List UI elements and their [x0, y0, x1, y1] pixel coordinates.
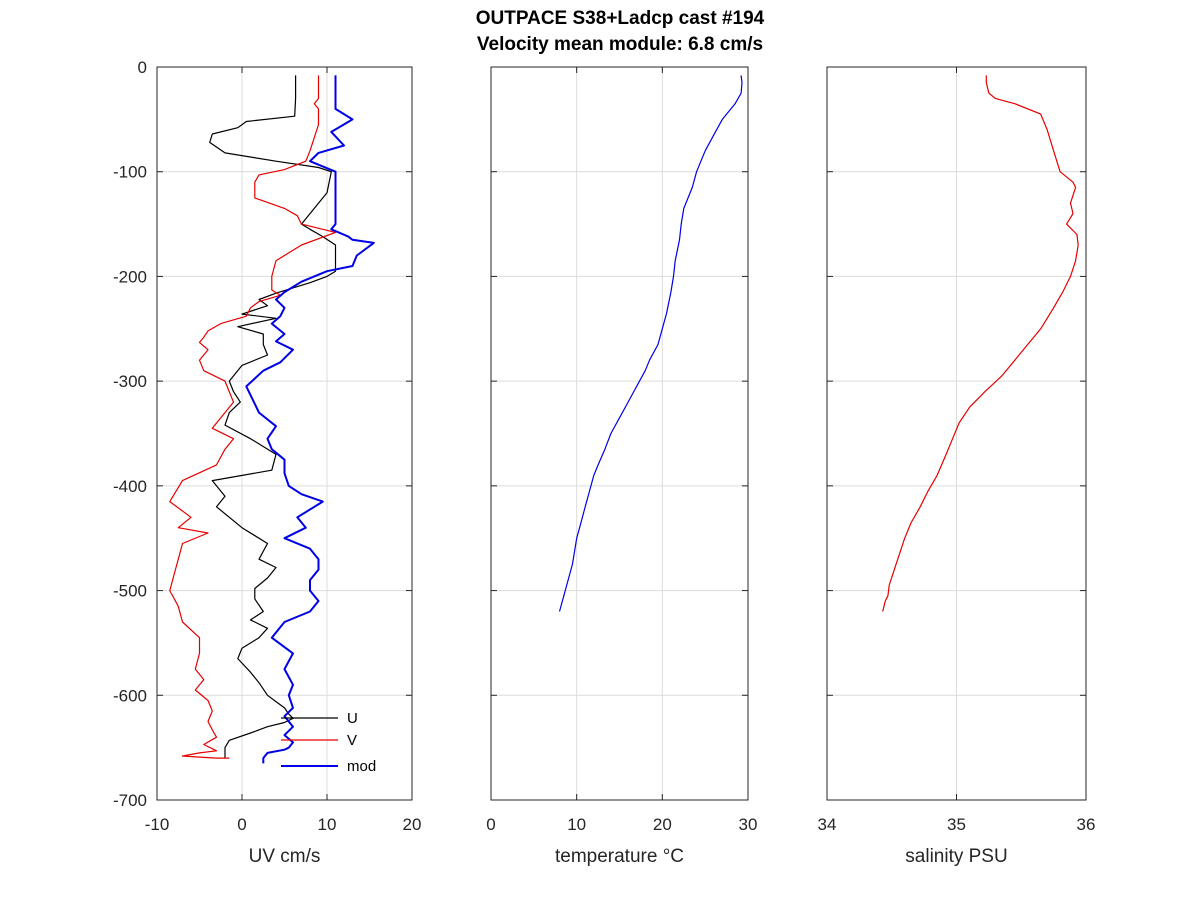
x-axis-label: temperature °C — [555, 846, 684, 867]
x-tick-label: 0 — [486, 815, 495, 834]
chart-title-block: OUTPACE S38+Ladcp cast #194 Velocity mea… — [0, 6, 1200, 58]
chart-title: OUTPACE S38+Ladcp cast #194 — [475, 8, 765, 29]
legend-label-mod: mod — [347, 758, 376, 775]
axes-background — [157, 67, 412, 800]
x-tick-label: 10 — [567, 815, 586, 834]
series-line-mod — [245, 75, 375, 764]
series-line-temp — [558, 75, 743, 612]
y-tick-label: -100 — [113, 163, 147, 182]
series-line-sal — [882, 75, 1079, 612]
y-tick-label: -500 — [113, 582, 147, 601]
x-tick-label: 20 — [653, 815, 672, 834]
panel-sal: 34 35 36 salinity PSU — [818, 66, 1096, 867]
legend-label-V: V — [347, 732, 357, 749]
x-axis-label: salinity PSU — [905, 846, 1007, 867]
x-tick-label: 35 — [947, 815, 966, 834]
x-tick-label: -10 — [145, 815, 170, 834]
y-tick-label: 0 — [138, 58, 147, 77]
panel-temp: 0 10 20 30 temperature °C — [486, 66, 758, 867]
axes-frame — [156, 66, 413, 801]
series-line-U — [209, 75, 337, 759]
y-tick-label: -600 — [113, 686, 147, 705]
y-tick-label: -300 — [113, 372, 147, 391]
y-tick-label: -400 — [113, 477, 147, 496]
series-line-V — [169, 75, 337, 759]
axes-frame — [490, 66, 749, 801]
y-tick-label: -200 — [113, 267, 147, 286]
y-tick-label: -700 — [113, 791, 147, 810]
x-tick-label: 36 — [1077, 815, 1096, 834]
x-tick-label: 20 — [403, 815, 422, 834]
x-tick-label: 30 — [739, 815, 758, 834]
x-tick-label: 10 — [318, 815, 337, 834]
panel-uv: -10 0 10 200-100-200-300-400-500-600-700UV … — [113, 58, 421, 867]
axes-background — [491, 67, 748, 800]
x-tick-label: 0 — [237, 815, 246, 834]
chart-subtitle: Velocity mean module: 6.8 cm/s — [476, 34, 764, 55]
x-tick-label: 34 — [818, 815, 837, 834]
legend-label-U: U — [347, 710, 358, 727]
x-axis-label: UV cm/s — [249, 846, 321, 867]
